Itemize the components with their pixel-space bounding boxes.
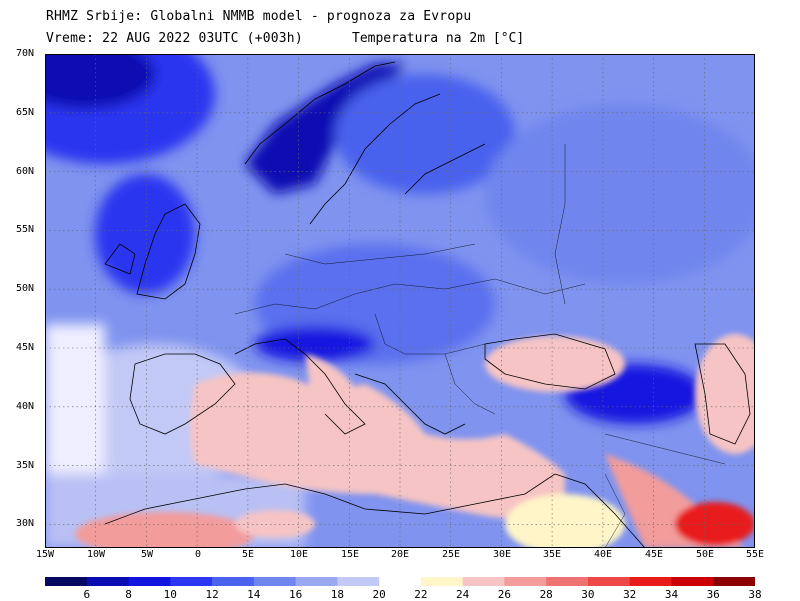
- lat-label: 30N: [16, 518, 35, 529]
- lon-label: 25E: [441, 549, 461, 560]
- legend-swatch: [546, 577, 589, 586]
- legend-swatch: [671, 577, 714, 586]
- legend-swatch: [587, 577, 631, 586]
- legend-label: 30: [581, 588, 595, 601]
- lon-label: 10E: [289, 549, 309, 560]
- legend-label: 20: [372, 588, 386, 601]
- legend-swatch: [379, 577, 422, 586]
- parameter-label: Temperatura na 2m [°C]: [352, 31, 525, 46]
- legend-swatch: [212, 577, 255, 586]
- forecast-time: Vreme: 22 AUG 2022 03UTC (+003h): [46, 31, 303, 46]
- legend-swatch: [253, 577, 297, 586]
- lat-label: 55N: [16, 224, 35, 235]
- legend-swatch: [295, 577, 338, 586]
- lat-label: 45N: [16, 342, 35, 353]
- legend-label: 36: [706, 588, 720, 601]
- legend-label: 10: [163, 588, 177, 601]
- lon-label: 30E: [492, 549, 512, 560]
- legend-swatch: [462, 577, 505, 586]
- lon-label: 35E: [542, 549, 562, 560]
- legend-label: 6: [83, 588, 91, 601]
- legend-colorbar: [45, 577, 755, 586]
- lat-label: 40N: [16, 401, 35, 412]
- legend-swatch: [86, 577, 130, 586]
- legend-swatch: [713, 577, 755, 586]
- lat-label: 65N: [16, 107, 35, 118]
- lon-label: 5E: [241, 549, 255, 560]
- temperature-map: [45, 54, 755, 548]
- legend-swatch: [504, 577, 547, 586]
- legend-swatch: [629, 577, 672, 586]
- lon-label: 0: [194, 549, 202, 560]
- legend-swatch: [128, 577, 171, 586]
- legend-label: 32: [623, 588, 637, 601]
- lon-label: 5W: [140, 549, 154, 560]
- lat-label: 70N: [16, 48, 35, 59]
- legend-label: 8: [125, 588, 132, 601]
- map-title: RHMZ Srbije: Globalni NMMB model - progn…: [46, 9, 472, 24]
- lon-label: 15E: [340, 549, 360, 560]
- legend-label: 26: [497, 588, 512, 601]
- legend-label: 38: [748, 588, 762, 601]
- lat-label: 35N: [16, 460, 35, 471]
- legend-swatch: [45, 577, 88, 586]
- legend-label: 14: [247, 588, 261, 601]
- lon-label: 15W: [35, 549, 55, 560]
- lon-label: 20E: [390, 549, 410, 560]
- legend-swatch: [420, 577, 464, 586]
- lon-label: 50E: [695, 549, 715, 560]
- legend-swatch: [337, 577, 380, 586]
- legend-label: 28: [539, 588, 553, 601]
- legend-label: 18: [330, 588, 345, 601]
- lat-label: 50N: [16, 283, 35, 294]
- lon-label: 40E: [593, 549, 613, 560]
- legend-label: 12: [205, 588, 219, 601]
- lat-label: 60N: [16, 166, 35, 177]
- lon-label: 45E: [644, 549, 664, 560]
- legend-label: 16: [288, 588, 303, 601]
- legend-swatch: [170, 577, 213, 586]
- lon-label: 55E: [745, 549, 765, 560]
- legend-label: 22: [414, 588, 428, 601]
- legend-label: 34: [664, 588, 679, 601]
- lon-label: 10W: [86, 549, 106, 560]
- legend-label: 24: [455, 588, 470, 601]
